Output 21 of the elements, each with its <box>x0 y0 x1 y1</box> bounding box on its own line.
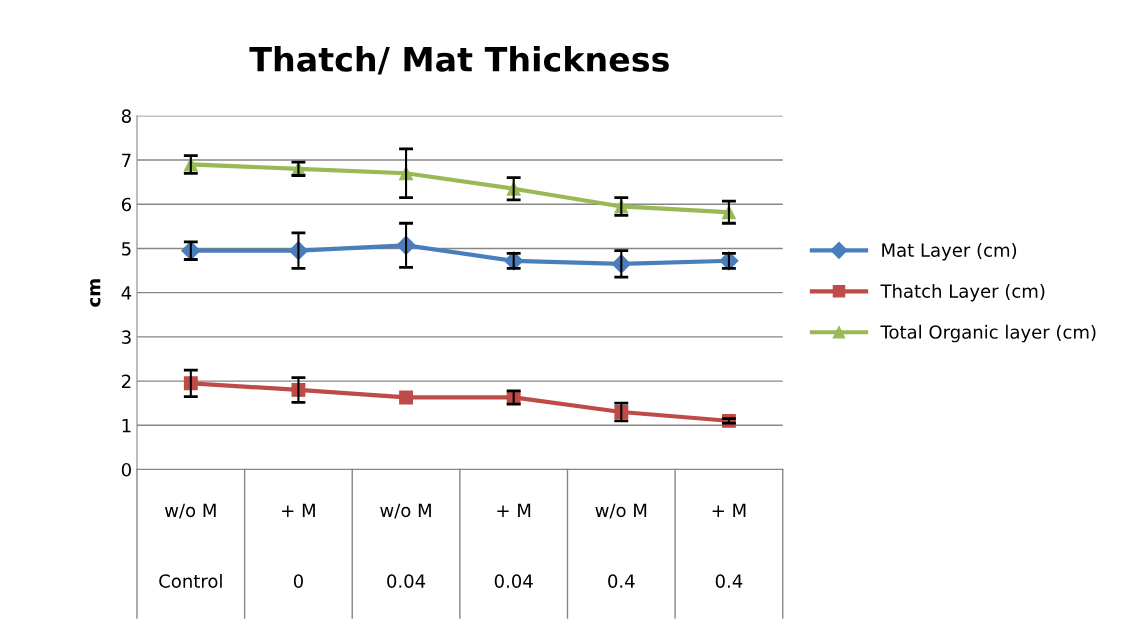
category-label: + M 0.4 <box>712 503 746 588</box>
category-label: w/o M 0.4 <box>595 503 647 588</box>
y-tick-label: 6 <box>121 197 132 212</box>
y-tick-label: 7 <box>122 153 131 167</box>
y-tick-label: 4 <box>121 286 132 300</box>
y-tick-label: 5 <box>122 242 131 256</box>
legend-label: Total Organic layer (cm) <box>880 324 1096 343</box>
category-label: + M 0 <box>282 503 315 588</box>
point <box>399 390 414 405</box>
category-label: w/o M Control <box>159 503 222 588</box>
chart-title: Thatch/ Mat Thickness <box>249 46 669 75</box>
y-tick-label: 8 <box>121 109 131 123</box>
y-axis-title: cm <box>90 279 101 307</box>
legend-label: Thatch Layer (cm) <box>880 283 1045 302</box>
category-label: + M 0.04 <box>494 503 533 588</box>
y-tick-label: 2 <box>121 374 131 388</box>
legend-label: Mat Layer (cm) <box>882 242 1017 261</box>
y-tick-label: 3 <box>122 330 131 344</box>
category-label: w/o M 0.04 <box>380 503 431 588</box>
y-tick-label: 0 <box>121 462 131 477</box>
y-tick-label: 1 <box>122 418 131 433</box>
